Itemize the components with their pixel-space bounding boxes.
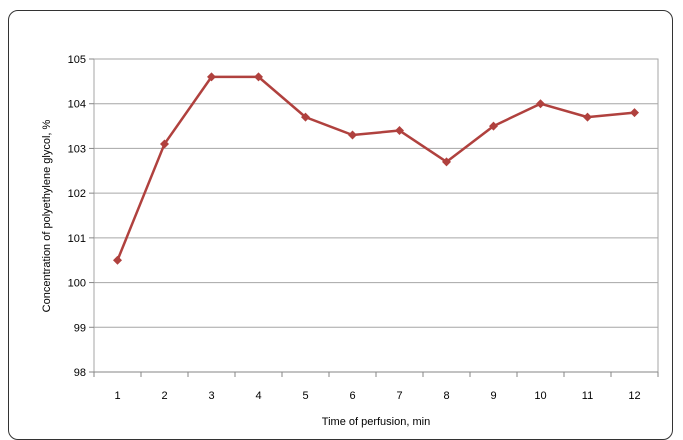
y-tick-label: 98 bbox=[74, 367, 86, 379]
x-tick-label: 9 bbox=[490, 390, 496, 402]
x-tick-label: 3 bbox=[208, 390, 214, 402]
y-tick-label: 103 bbox=[68, 143, 86, 155]
data-point-marker bbox=[442, 157, 451, 167]
plot-area bbox=[93, 58, 659, 373]
x-tick-label: 1 bbox=[114, 390, 120, 402]
y-tick-label: 99 bbox=[74, 322, 86, 334]
x-tick-label: 12 bbox=[628, 390, 640, 402]
x-tick-label: 4 bbox=[255, 390, 261, 402]
series-markers bbox=[113, 72, 639, 265]
y-axis-title: Concentration of polyethylene glycol, % bbox=[41, 119, 53, 312]
data-point-marker bbox=[348, 130, 357, 140]
y-tick-label: 101 bbox=[68, 233, 86, 245]
data-point-marker bbox=[395, 126, 404, 136]
data-point-marker bbox=[207, 72, 216, 82]
x-tick-label: 10 bbox=[534, 390, 546, 402]
data-point-marker bbox=[160, 139, 169, 149]
data-point-marker bbox=[254, 72, 263, 82]
data-point-marker bbox=[630, 108, 639, 118]
x-axis: 1 2 3 4 5 6 7 8 9 10 11 12 bbox=[93, 371, 659, 402]
series-line bbox=[116, 75, 635, 261]
x-tick-label: 8 bbox=[443, 390, 449, 402]
x-tick-label: 5 bbox=[302, 390, 308, 402]
data-point-marker bbox=[489, 121, 498, 131]
x-tick-label: 11 bbox=[582, 390, 593, 402]
data-point-marker bbox=[536, 99, 545, 109]
y-tick-label: 100 bbox=[68, 278, 86, 290]
y-axis: 98 99 100 101 102 103 104 105 bbox=[68, 54, 94, 379]
data-point-marker bbox=[583, 112, 592, 122]
x-tick-label: 7 bbox=[396, 390, 402, 402]
x-tick-label: 2 bbox=[161, 390, 167, 402]
y-tick-label: 102 bbox=[68, 188, 86, 200]
y-tick-label: 104 bbox=[68, 99, 86, 111]
x-tick-label: 6 bbox=[349, 390, 355, 402]
x-axis-title: Time of perfusion, min bbox=[322, 416, 430, 428]
data-point-marker bbox=[301, 112, 310, 122]
data-point-marker bbox=[113, 255, 122, 265]
y-tick-label: 105 bbox=[68, 54, 86, 66]
